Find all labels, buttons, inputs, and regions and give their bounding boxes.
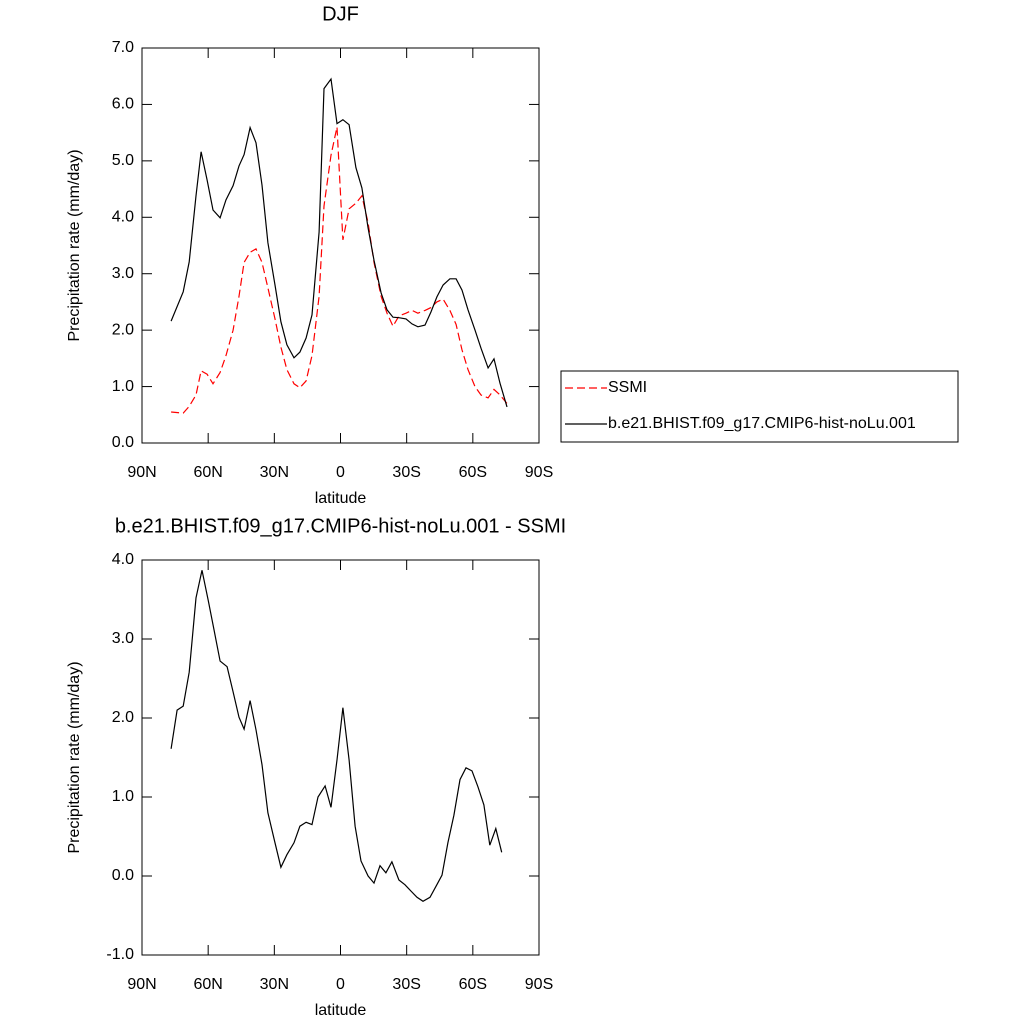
x-tick-label: 90S bbox=[525, 976, 553, 993]
legend-box bbox=[560, 370, 959, 443]
y-tick-label: 3.0 bbox=[112, 265, 134, 282]
x-tick-label: 60S bbox=[459, 976, 487, 993]
x-tick-label: 90N bbox=[127, 976, 156, 993]
chart-title: b.e21.BHIST.f09_g17.CMIP6-hist-noLu.001 … bbox=[115, 515, 566, 537]
y-axis-label: Precipitation rate (mm/day) bbox=[66, 149, 83, 341]
x-axis-label: latitude bbox=[315, 490, 367, 507]
x-tick-label: 60S bbox=[459, 464, 487, 481]
x-tick-label: 0 bbox=[336, 464, 345, 481]
y-axis-label: Precipitation rate (mm/day) bbox=[66, 661, 83, 853]
x-axis-label: latitude bbox=[315, 1002, 367, 1019]
y-tick-label: 7.0 bbox=[112, 39, 134, 56]
y-tick-label: 1.0 bbox=[112, 378, 134, 395]
x-tick-label: 30N bbox=[260, 976, 289, 993]
y-tick-label: 6.0 bbox=[112, 96, 134, 113]
y-tick-label: 5.0 bbox=[112, 152, 134, 169]
y-tick-label: 0.0 bbox=[112, 434, 134, 451]
x-tick-label: 90S bbox=[525, 464, 553, 481]
x-tick-label: 90N bbox=[127, 464, 156, 481]
chart-title: DJF bbox=[322, 3, 359, 25]
y-tick-label: 3.0 bbox=[112, 630, 134, 647]
data-line bbox=[170, 77, 508, 408]
y-tick-label: 2.0 bbox=[112, 709, 134, 726]
y-tick-label: 4.0 bbox=[112, 551, 134, 568]
x-tick-label: 30N bbox=[260, 464, 289, 481]
plot-frame bbox=[141, 47, 540, 444]
legend-label: b.e21.BHIST.f09_g17.CMIP6-hist-noLu.001 bbox=[608, 415, 916, 432]
legend-label: SSMI bbox=[608, 379, 647, 396]
data-line bbox=[170, 570, 503, 903]
y-tick-label: 2.0 bbox=[112, 321, 134, 338]
y-tick-label: 1.0 bbox=[112, 788, 134, 805]
x-tick-label: 30S bbox=[392, 464, 420, 481]
y-tick-label: 4.0 bbox=[112, 209, 134, 226]
x-tick-label: 30S bbox=[392, 976, 420, 993]
plot-frame bbox=[141, 559, 540, 956]
x-tick-label: 0 bbox=[336, 976, 345, 993]
data-line bbox=[171, 126, 508, 414]
y-tick-label: -1.0 bbox=[106, 946, 134, 963]
x-tick-label: 60N bbox=[193, 464, 222, 481]
y-tick-label: 0.0 bbox=[112, 867, 134, 884]
x-tick-label: 60N bbox=[193, 976, 222, 993]
